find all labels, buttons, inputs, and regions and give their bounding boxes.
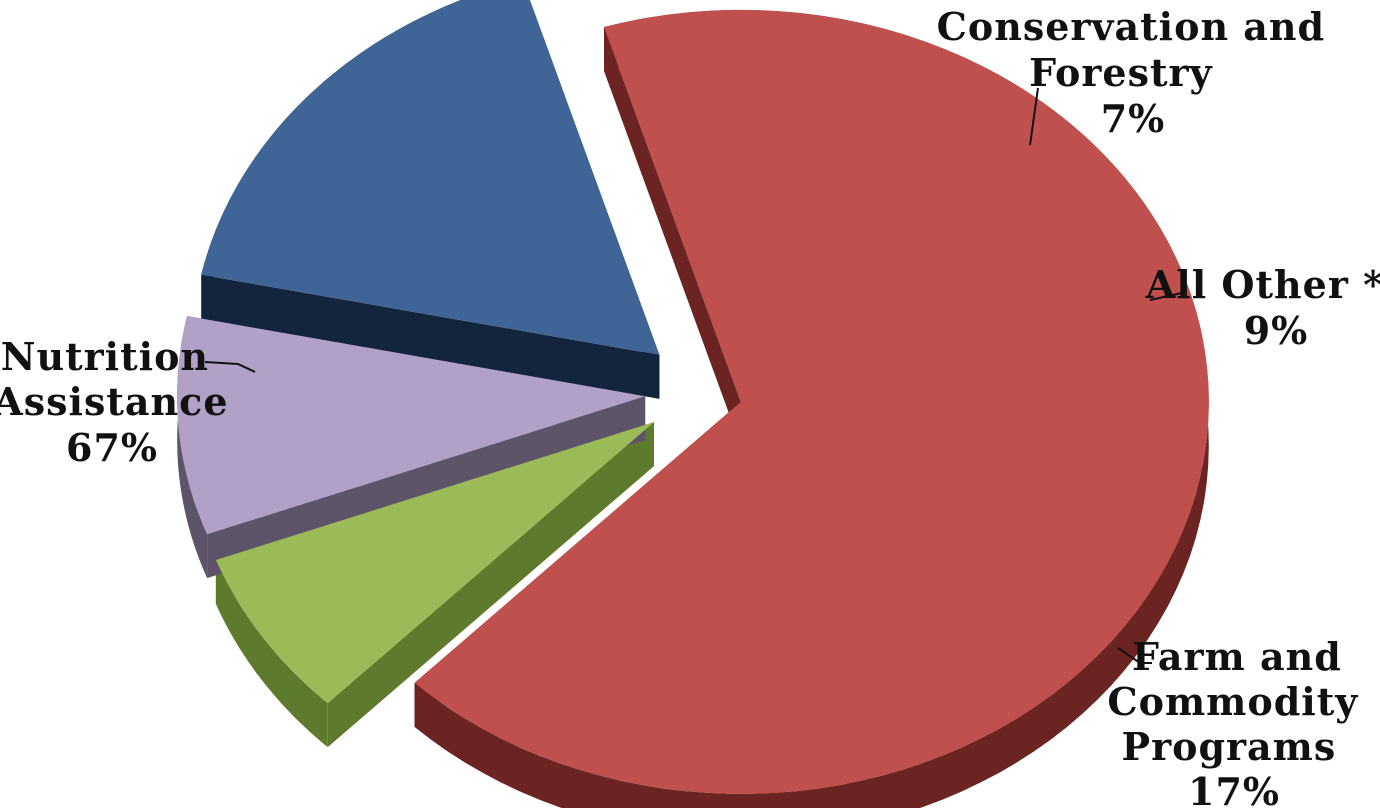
slice-label-nutrition: Nutrition Assistance 67% (0, 334, 243, 470)
slice-value-label: 17% (1188, 769, 1280, 808)
pie-slice-conservation (215, 422, 654, 704)
leader-line-farm (1117, 647, 1152, 664)
slice-outer-wall (177, 316, 208, 579)
slice-radial-wall (603, 27, 741, 446)
slice-value-label: 7% (1101, 96, 1166, 141)
slice-label-line: All Other * (1145, 262, 1380, 307)
leader-line-conservation (1029, 87, 1039, 146)
slice-label-line: Conservation and (937, 4, 1326, 49)
slice-radial-wall (201, 274, 660, 399)
slice-label-conservation: Conservation and Forestry 7% (937, 4, 1340, 141)
slice-label-line: Nutrition (1, 334, 209, 379)
slice-value-label: 9% (1244, 308, 1309, 353)
slice-top-layer (177, 0, 1209, 794)
slice-label-line: Programs (1122, 724, 1337, 769)
slice-outer-wall (215, 560, 328, 748)
pie-slice-nutrition (414, 9, 1209, 794)
leader-line-nutrition (204, 361, 256, 373)
slice-label-line: Assistance (0, 379, 228, 424)
leader-line-all-other (1149, 291, 1187, 301)
slice-label-all-other: All Other * 9% (1145, 262, 1380, 353)
pie-slice-farm (201, 0, 660, 355)
slice-value-label: 67% (66, 425, 158, 470)
slice-label-line: Commodity (1107, 679, 1358, 724)
leader-lines (204, 87, 1187, 664)
slice-radial-wall (327, 422, 654, 748)
slice-label-line: Farm and (1132, 634, 1342, 679)
slice-label-farm: Farm and Commodity Programs 17% (1107, 634, 1372, 808)
slice-label-line: Forestry (1029, 50, 1213, 95)
pie-slice-all-other (177, 316, 646, 535)
